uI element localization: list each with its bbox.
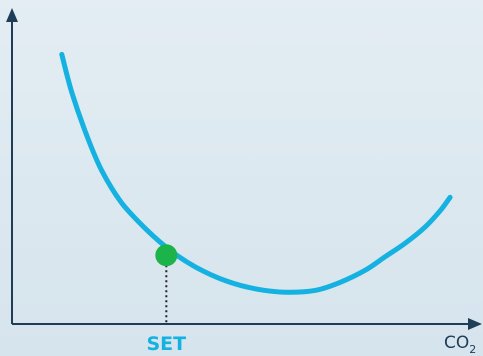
x-axis-arrow — [468, 318, 482, 330]
x-tick-label-set: SET — [147, 333, 187, 355]
tick-layer: SET — [147, 333, 187, 355]
x-axis-label-subscript: 2 — [469, 343, 476, 356]
x-axis-label: CO2 — [444, 333, 476, 356]
series-line-0 — [59, 51, 453, 295]
marker-layer — [155, 244, 178, 324]
set-point-marker — [155, 244, 178, 267]
axes — [6, 8, 482, 330]
series-layer — [59, 51, 453, 295]
x-axis-label-main: CO — [444, 333, 469, 353]
y-axis-arrow — [6, 8, 18, 22]
